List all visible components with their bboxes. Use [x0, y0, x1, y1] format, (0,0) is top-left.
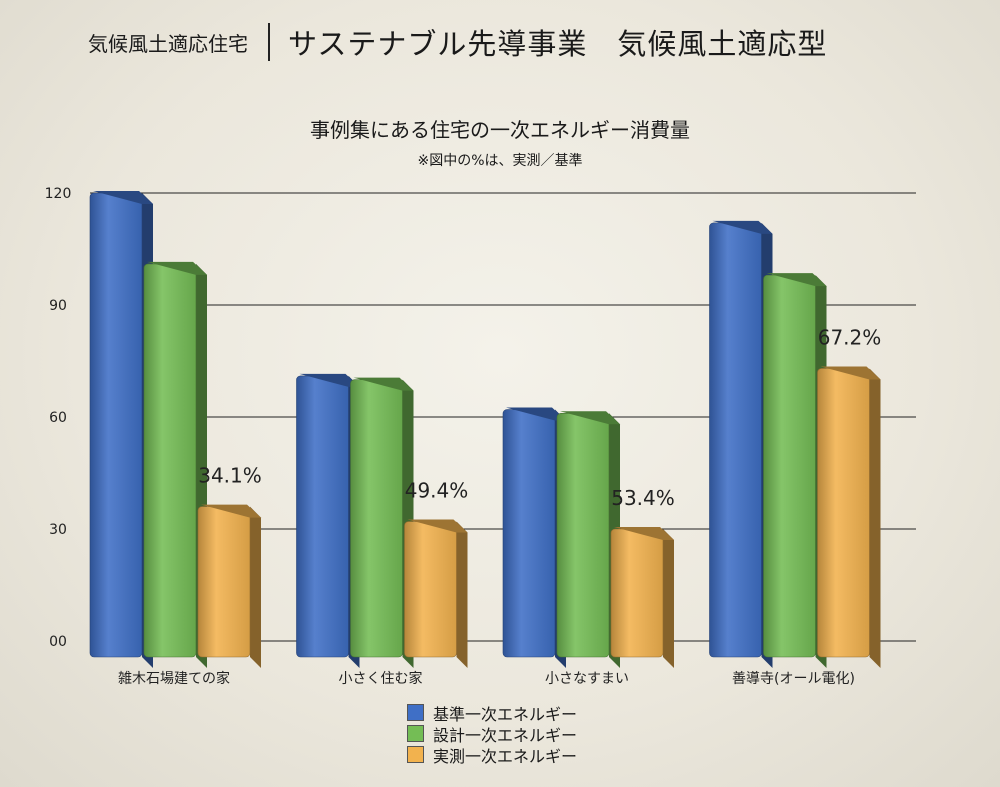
legend-label-1: 設計一次エネルギー	[433, 725, 578, 745]
bar	[709, 220, 773, 668]
bar	[556, 411, 620, 668]
data-label: 34.1%	[198, 464, 262, 488]
x-tick-label: 小さく住む家	[339, 670, 423, 687]
legend-swatch-0	[407, 704, 424, 721]
legend-swatch-1	[407, 725, 424, 742]
y-tick-label: 120	[45, 186, 72, 202]
legend-label-2: 実測一次エネルギー	[433, 746, 578, 766]
legend-swatch-2	[407, 746, 424, 763]
bar	[404, 519, 468, 668]
header-divider	[268, 23, 270, 61]
legend-item-1: 設計一次エネルギー	[407, 723, 578, 745]
y-tick-label: 30	[49, 522, 67, 538]
chart-title: 事例集にある住宅の一次エネルギー消費量	[310, 118, 690, 142]
bar	[502, 407, 566, 668]
page-header: 気候風土適応住宅 サステナブル先導事業 気候風土適応型	[88, 20, 827, 64]
legend-item-2: 実測一次エネルギー	[407, 744, 578, 766]
chart-subtitle: ※図中の%は、実測／基準	[417, 153, 583, 169]
chart-legend: 基準一次エネルギー 設計一次エネルギー 実測一次エネルギー	[407, 702, 578, 766]
x-tick-label: 善導寺(オール電化)	[732, 671, 855, 687]
x-tick-label: 雑木石場建ての家	[118, 670, 230, 687]
header-small-title: 気候風土適応住宅	[88, 31, 248, 56]
header-main-title: サステナブル先導事業 気候風土適応型	[288, 27, 828, 61]
data-label: 53.4%	[611, 486, 675, 510]
bar	[89, 191, 153, 668]
bar	[197, 504, 261, 668]
bar	[817, 366, 881, 668]
y-tick-label: 90	[49, 298, 67, 314]
bar	[296, 373, 360, 668]
legend-item-0: 基準一次エネルギー	[407, 702, 578, 724]
data-label: 49.4%	[405, 479, 469, 503]
bar	[350, 377, 414, 668]
y-tick-label: 00	[49, 634, 67, 650]
x-tick-label: 小さなすまい	[545, 671, 629, 687]
data-label: 67.2%	[818, 325, 882, 349]
bar	[610, 527, 674, 668]
y-tick-label: 60	[49, 410, 67, 426]
legend-label-0: 基準一次エネルギー	[433, 704, 578, 724]
